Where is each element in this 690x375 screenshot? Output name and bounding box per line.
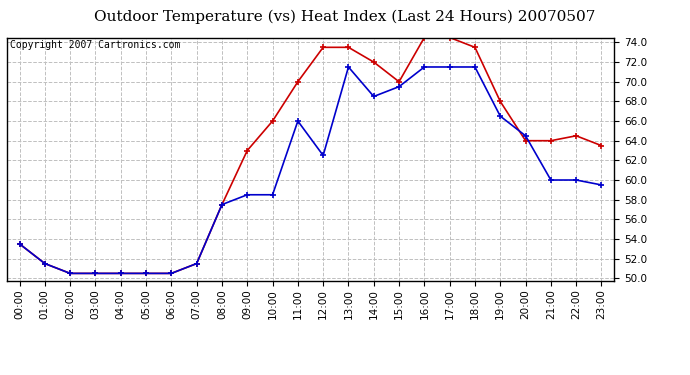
Text: Copyright 2007 Cartronics.com: Copyright 2007 Cartronics.com (10, 40, 180, 50)
Text: Outdoor Temperature (vs) Heat Index (Last 24 Hours) 20070507: Outdoor Temperature (vs) Heat Index (Las… (95, 9, 595, 24)
